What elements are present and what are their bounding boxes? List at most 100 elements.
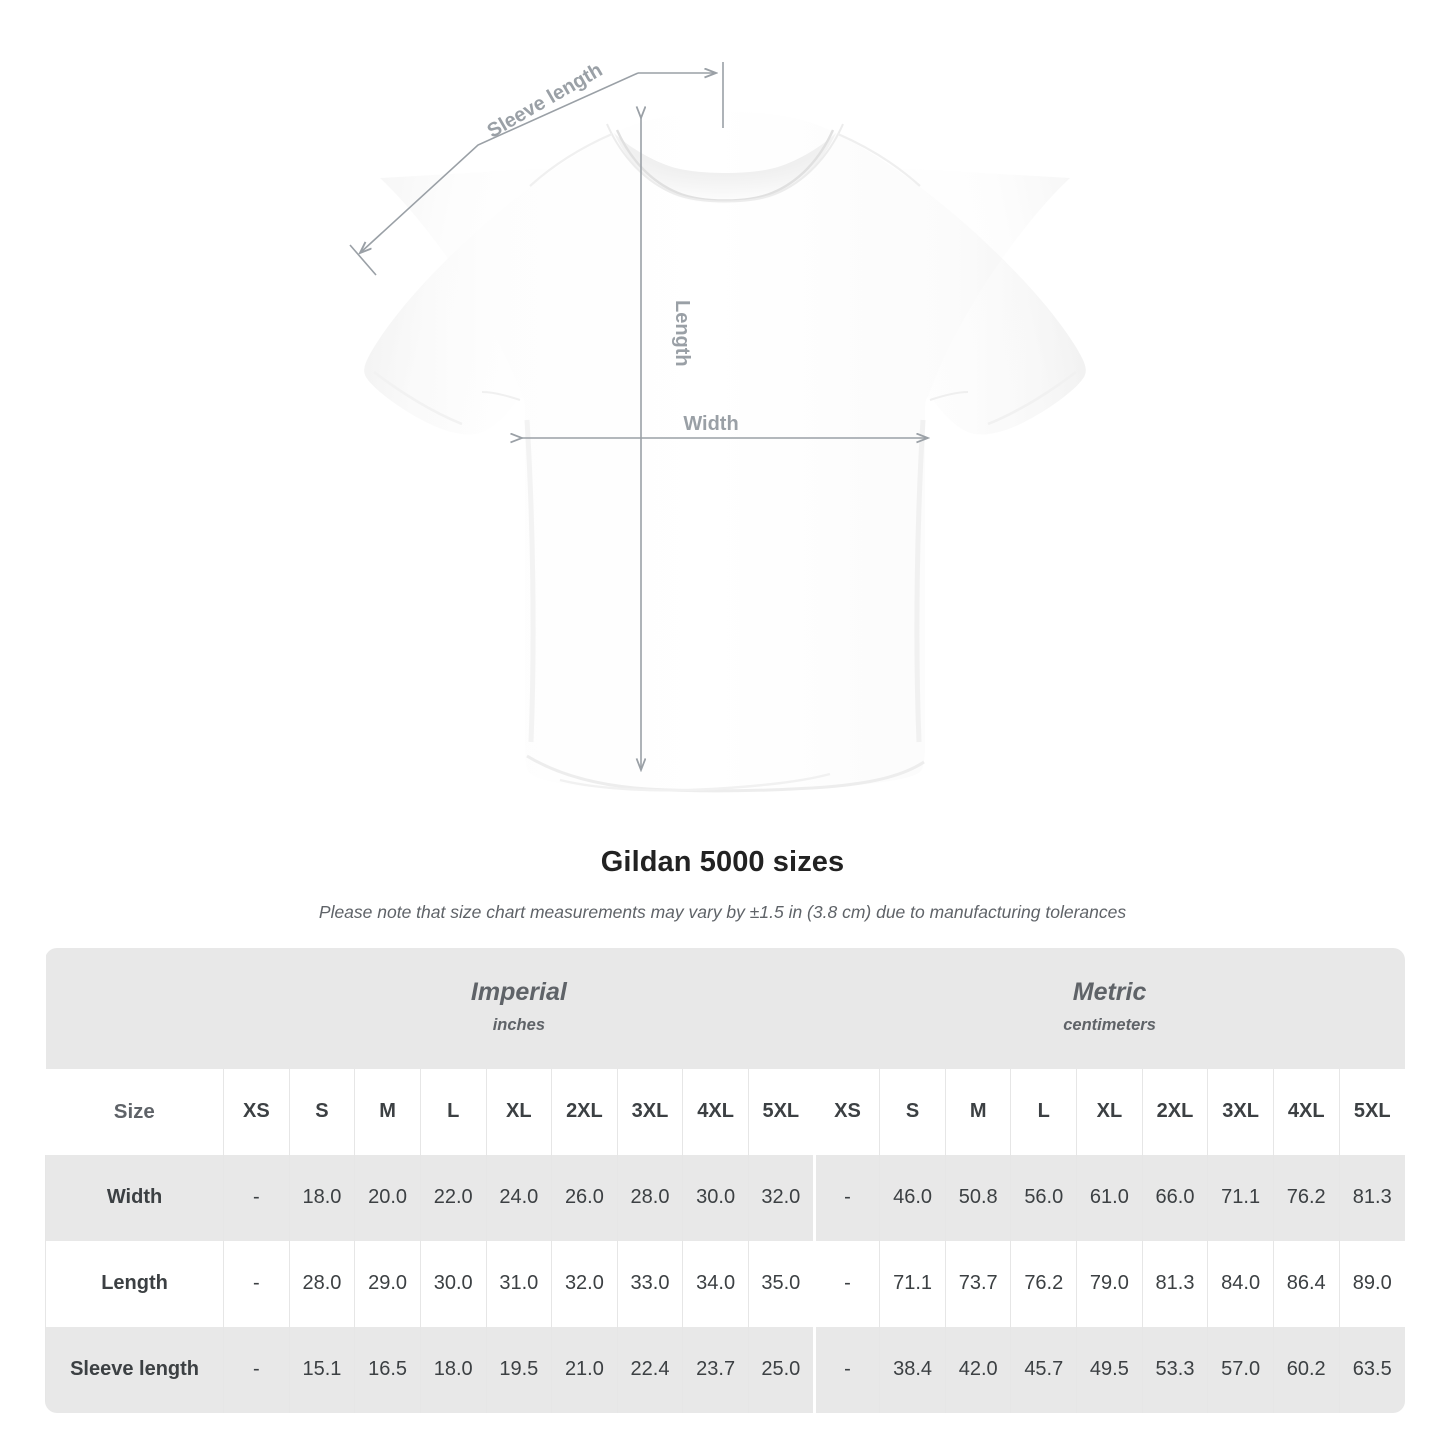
cell-length-metric-5xl: 89.0 [1338, 1240, 1405, 1327]
size-col-imperial-4xl: 4XL [682, 1068, 749, 1155]
row-label-width: Width [45, 1154, 224, 1241]
tshirt-illustration: Sleeve length Length Width [349, 59, 1086, 793]
cell-width-imperial-2xl: 26.0 [551, 1154, 618, 1241]
cell-width-imperial-s: 18.0 [288, 1154, 355, 1241]
cell-width-metric-xl: 61.0 [1076, 1154, 1143, 1241]
size-table-wrapper: Imperial inches Metric centimeters Size … [45, 948, 1405, 1413]
size-col-metric-m: M [944, 1068, 1011, 1155]
length-label: Length [671, 300, 693, 367]
unit-system-header-row: Imperial inches Metric centimeters [45, 948, 1405, 1069]
cell-length-imperial-5xl: 35.0 [747, 1240, 815, 1327]
cell-length-imperial-m: 29.0 [354, 1240, 421, 1327]
cell-width-metric-l: 56.0 [1010, 1154, 1077, 1241]
cell-width-metric-2xl: 66.0 [1141, 1154, 1208, 1241]
cell-sleeve-metric-5xl: 63.5 [1338, 1326, 1405, 1413]
cell-width-imperial-xl: 24.0 [485, 1154, 552, 1241]
imperial-name: Imperial [470, 978, 567, 1006]
cell-sleeve-metric-xl: 49.5 [1076, 1326, 1143, 1413]
size-col-metric-5xl: 5XL [1338, 1068, 1405, 1155]
cell-length-imperial-l: 30.0 [419, 1240, 486, 1327]
size-col-imperial-3xl: 3XL [616, 1068, 683, 1155]
size-col-metric-3xl: 3XL [1207, 1068, 1274, 1155]
unit-header-imperial: Imperial inches [223, 948, 815, 1069]
cell-sleeve-imperial-4xl: 23.7 [682, 1326, 749, 1413]
cell-width-imperial-m: 20.0 [354, 1154, 421, 1241]
cell-width-metric-3xl: 71.1 [1207, 1154, 1274, 1241]
cell-sleeve-imperial-xs: - [223, 1326, 290, 1413]
cell-length-metric-s: 71.1 [879, 1240, 946, 1327]
cell-width-metric-s: 46.0 [879, 1154, 946, 1241]
cell-sleeve-metric-xs: - [812, 1326, 880, 1413]
cell-width-imperial-4xl: 30.0 [682, 1154, 749, 1241]
cell-length-imperial-xs: - [223, 1240, 290, 1327]
cell-sleeve-imperial-5xl: 25.0 [747, 1326, 815, 1413]
cell-length-metric-m: 73.7 [944, 1240, 1011, 1327]
cell-sleeve-imperial-2xl: 21.0 [551, 1326, 618, 1413]
unit-header-metric: Metric centimeters [814, 948, 1405, 1069]
cell-length-imperial-xl: 31.0 [485, 1240, 552, 1327]
size-col-metric-xs: XS [812, 1068, 880, 1155]
cell-width-metric-5xl: 81.3 [1338, 1154, 1405, 1241]
cell-width-imperial-3xl: 28.0 [616, 1154, 683, 1241]
cell-sleeve-imperial-m: 16.5 [354, 1326, 421, 1413]
cell-sleeve-metric-3xl: 57.0 [1207, 1326, 1274, 1413]
title-block: Gildan 5000 sizes Please note that size … [0, 845, 1445, 923]
page-title: Gildan 5000 sizes [600, 846, 845, 878]
tolerance-note: Please note that size chart measurements… [318, 901, 1127, 922]
size-header-row: Size XS S M L XL 2XL 3XL 4XL 5XL XS S M … [45, 1068, 1405, 1155]
size-col-imperial-2xl: 2XL [551, 1068, 618, 1155]
cell-length-imperial-2xl: 32.0 [551, 1240, 618, 1327]
size-col-imperial-5xl: 5XL [747, 1068, 815, 1155]
cell-sleeve-imperial-s: 15.1 [288, 1326, 355, 1413]
table-row: Sleeve length - 15.1 16.5 18.0 19.5 21.0… [45, 1326, 1405, 1413]
size-col-imperial-xl: XL [485, 1068, 552, 1155]
length-annotation: Length [641, 118, 693, 770]
cell-length-imperial-4xl: 34.0 [682, 1240, 749, 1327]
width-annotation: Width [522, 413, 928, 438]
unit-header-spacer [45, 948, 224, 1069]
cell-length-metric-2xl: 81.3 [1141, 1240, 1208, 1327]
cell-width-metric-m: 50.8 [944, 1154, 1011, 1241]
cell-sleeve-imperial-l: 18.0 [419, 1326, 486, 1413]
size-col-imperial-s: S [288, 1068, 355, 1155]
size-col-metric-xl: XL [1076, 1068, 1143, 1155]
table-row: Width - 18.0 20.0 22.0 24.0 26.0 28.0 30… [45, 1154, 1405, 1241]
cell-sleeve-metric-l: 45.7 [1010, 1326, 1077, 1413]
row-label-length: Length [45, 1240, 224, 1327]
size-table: Imperial inches Metric centimeters Size … [45, 948, 1405, 1413]
cell-length-metric-xl: 79.0 [1076, 1240, 1143, 1327]
cell-length-metric-l: 76.2 [1010, 1240, 1077, 1327]
imperial-sub: inches [492, 1015, 545, 1034]
cell-length-imperial-3xl: 33.0 [616, 1240, 683, 1327]
sleeve-length-label: Sleeve length [484, 59, 607, 143]
cell-width-imperial-xs: - [223, 1154, 290, 1241]
cell-length-metric-xs: - [812, 1240, 880, 1327]
cell-width-metric-4xl: 76.2 [1272, 1154, 1340, 1241]
size-col-imperial-l: L [419, 1068, 486, 1155]
size-col-metric-l: L [1010, 1068, 1077, 1155]
size-col-imperial-xs: XS [223, 1068, 290, 1155]
size-corner-label: Size [45, 1068, 224, 1155]
size-col-metric-s: S [879, 1068, 946, 1155]
cell-length-metric-3xl: 84.0 [1207, 1240, 1274, 1327]
cell-length-metric-4xl: 86.4 [1272, 1240, 1340, 1327]
cell-width-imperial-5xl: 32.0 [747, 1154, 815, 1241]
tshirt-shape [364, 112, 1086, 793]
cell-sleeve-metric-s: 38.4 [879, 1326, 946, 1413]
metric-name: Metric [1072, 978, 1147, 1006]
size-col-metric-4xl: 4XL [1272, 1068, 1340, 1155]
cell-sleeve-metric-2xl: 53.3 [1141, 1326, 1208, 1413]
cell-length-imperial-s: 28.0 [288, 1240, 355, 1327]
cell-sleeve-metric-4xl: 60.2 [1272, 1326, 1340, 1413]
table-row: Length - 28.0 29.0 30.0 31.0 32.0 33.0 3… [45, 1240, 1405, 1327]
row-label-sleeve-length: Sleeve length [45, 1326, 224, 1413]
cell-sleeve-metric-m: 42.0 [944, 1326, 1011, 1413]
cell-width-metric-xs: - [812, 1154, 880, 1241]
size-col-metric-2xl: 2XL [1141, 1068, 1208, 1155]
cell-sleeve-imperial-xl: 19.5 [485, 1326, 552, 1413]
cell-width-imperial-l: 22.0 [419, 1154, 486, 1241]
size-col-imperial-m: M [354, 1068, 421, 1155]
cell-sleeve-imperial-3xl: 22.4 [616, 1326, 683, 1413]
width-label: Width [683, 413, 738, 435]
